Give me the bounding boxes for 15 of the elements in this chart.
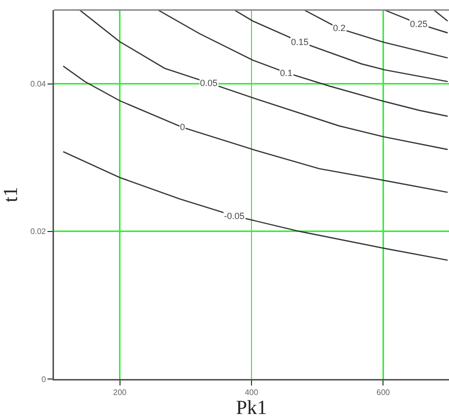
series-label: 0.2 (333, 23, 346, 33)
x-axis-title: Pk1 (236, 397, 268, 419)
line-series (62, 65, 448, 193)
line-series (62, 151, 448, 261)
y-axis-title: t1 (0, 186, 22, 202)
x-tick-label: 400 (244, 388, 259, 398)
series-label: 0.1 (280, 68, 293, 78)
x-tick-label: 200 (113, 388, 128, 398)
x-tick-label: 600 (376, 388, 390, 398)
y-tick-label: 0.04 (30, 80, 46, 89)
line-series (79, 10, 448, 150)
y-tick-label: 0 (41, 374, 46, 384)
line-series (157, 10, 448, 117)
line-series (234, 10, 448, 82)
y-tick-label: 0.02 (30, 227, 46, 236)
